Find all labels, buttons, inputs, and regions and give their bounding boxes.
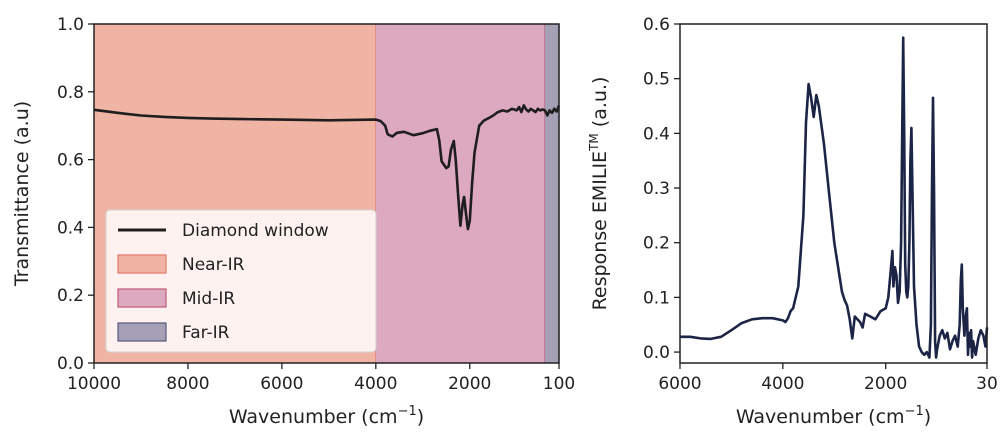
y-tick-label: 0.5 [643,70,670,90]
y-tick-label: 0.2 [57,286,84,306]
y-tick-label: 0.8 [57,83,84,103]
right-y-axis-label: Response EMILIETM (a.u.) [587,77,611,311]
right-x-axis-label: Wavenumber (cm−1) [736,404,931,428]
series-line [93,104,561,231]
y-tick-label: 0.3 [643,179,670,199]
x-tick-label: 100 [543,374,575,394]
left-y-ticks: 0.0 0.2 0.4 0.6 0.8 1.0 [57,15,94,374]
legend-swatch-mid-ir [117,288,167,308]
band-far-ir [544,24,559,363]
right-plot-frame [679,23,988,364]
right-y-ticks: 0.0 0.1 0.2 0.3 0.4 0.5 0.6 [643,15,680,363]
transmittance-chart: 10000 8000 6000 4000 2000 100 0.0 0.2 0.4 0.6 0.8… [11,15,575,428]
x-tick-label: 10000 [67,374,121,394]
response-chart: 6000 4000 2000 30 0.0 0.1 0.2 0.3 0.4 0.5 0.6 Wav… [587,15,998,428]
left-y-axis-label: Transmittance (a.u) [11,101,33,287]
legend-box [105,209,377,353]
x-tick-label: 6000 [260,374,303,394]
legend-label: Diamond window [182,221,329,241]
legend-label: Near-IR [182,255,245,275]
y-tick-label: 0.6 [57,151,84,171]
y-tick-label: 0.1 [643,288,670,308]
y-tick-label: 0.4 [643,124,670,144]
legend-label: Far-IR [182,323,230,343]
legend-swatch-near-ir [117,254,167,274]
x-tick-label: 8000 [166,374,209,394]
legend-swatch-far-ir [117,322,167,342]
left-plot-frame [93,23,560,364]
x-tick-label: 4000 [761,374,804,394]
y-tick-label: 0.4 [57,218,84,238]
y-tick-label: 0.6 [643,15,670,35]
x-tick-label: 2000 [864,374,907,394]
right-x-ticks: 6000 4000 2000 30 [658,363,998,394]
x-tick-label: 4000 [354,374,397,394]
series-line [680,36,989,359]
legend: Diamond window Near-IR Mid-IR Far-IR [105,209,377,353]
y-tick-label: 1.0 [57,15,84,35]
legend-label: Mid-IR [182,289,235,309]
x-tick-label: 2000 [448,374,491,394]
left-x-axis-label: Wavenumber (cm−1) [229,404,424,428]
y-tick-label: 0.2 [643,234,670,254]
transmittance-series [93,104,561,231]
x-tick-label: 30 [976,374,998,394]
left-x-ticks: 10000 8000 6000 4000 2000 100 [67,363,575,394]
y-tick-label: 0.0 [57,354,84,374]
y-tick-label: 0.0 [643,343,670,363]
band-mid-ir [375,24,545,363]
x-tick-label: 6000 [658,374,701,394]
response-series [680,36,989,359]
